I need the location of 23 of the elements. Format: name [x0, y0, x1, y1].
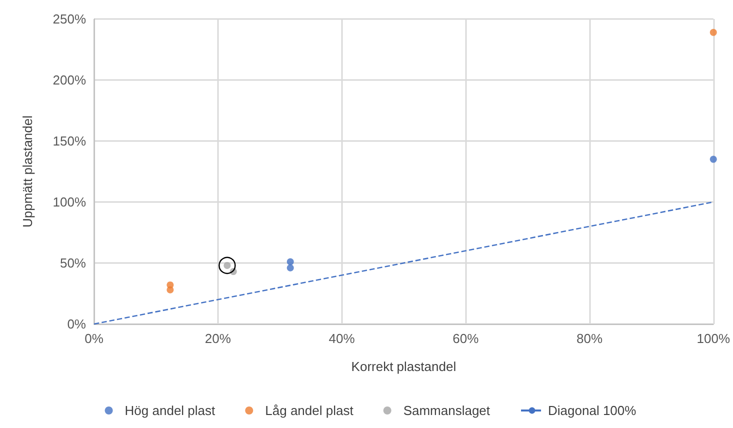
- x-axis-title: Korrekt plastandel: [351, 359, 456, 374]
- point: [166, 286, 174, 294]
- legend-label: Sammanslaget: [403, 403, 490, 418]
- x-tick-label: 0%: [84, 331, 104, 346]
- y-axis-title: Uppmätt plastandel: [20, 115, 35, 228]
- x-tick-label: 40%: [328, 331, 356, 346]
- x-tick-label: 20%: [204, 331, 232, 346]
- y-tick-label: 50%: [60, 256, 86, 270]
- point: [710, 156, 717, 163]
- legend-label: Hög andel plast: [124, 403, 216, 418]
- x-tick-label: 80%: [576, 331, 603, 346]
- legend-label: Diagonal 100%: [548, 403, 637, 418]
- y-tick-label: 150%: [52, 134, 86, 148]
- y-tick-label: 200%: [52, 72, 86, 88]
- point: [710, 28, 717, 36]
- y-tick-label: 250%: [52, 12, 86, 26]
- y-tick-label: 0%: [67, 316, 86, 332]
- legend-label: Låg andel plast: [265, 403, 354, 418]
- point: [286, 258, 294, 266]
- y-tick-label: 100%: [52, 194, 86, 210]
- x-tick-label: 100%: [696, 331, 730, 346]
- x-tick-label: 60%: [452, 331, 480, 346]
- point: [286, 264, 294, 272]
